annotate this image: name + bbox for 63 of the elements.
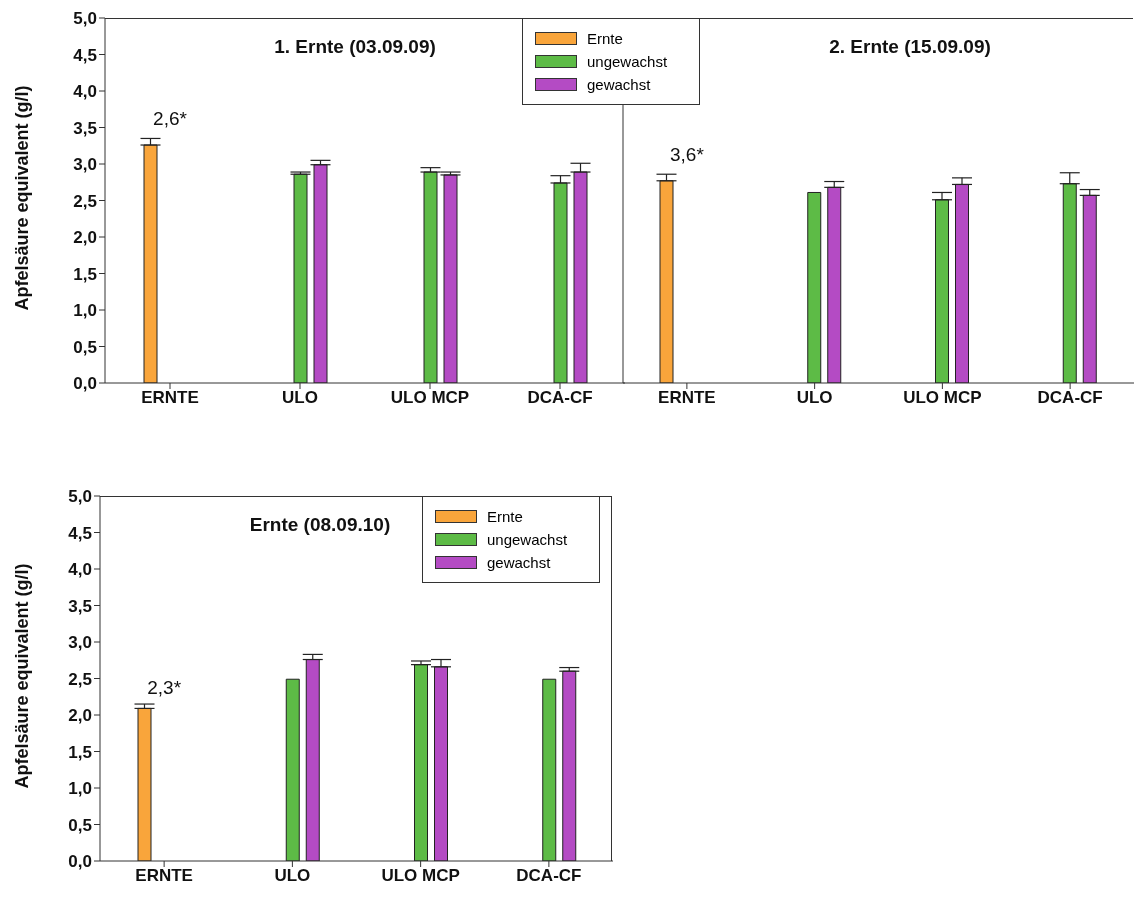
y-tick-label: 0,5 — [73, 337, 97, 357]
bar — [553, 182, 568, 383]
y-tick-label: 2,5 — [68, 669, 92, 689]
bar — [542, 678, 557, 861]
bar — [423, 171, 438, 383]
y-tick-label: 4,0 — [68, 560, 92, 580]
bar — [143, 144, 158, 383]
y-tick-label: 5,0 — [73, 9, 97, 29]
x-tick-label: DCA-CF — [516, 866, 582, 886]
x-tick-label: ULO MCP — [903, 388, 982, 408]
y-tick-label: 2,0 — [68, 706, 92, 726]
y-tick-label: 0,0 — [68, 852, 92, 872]
y-tick-label: 1,0 — [68, 779, 92, 799]
x-tick-label: ERNTE — [658, 388, 716, 408]
y-tick-label: 1,5 — [68, 742, 92, 762]
y-tick-label: 1,0 — [73, 301, 97, 321]
y-tick-label: 1,5 — [73, 264, 97, 284]
y-tick-label: 4,5 — [73, 45, 97, 65]
x-tick-label: DCA-CF — [1037, 388, 1103, 408]
bar — [137, 707, 152, 861]
bar — [313, 164, 328, 383]
bar — [573, 171, 588, 383]
annotation: 2,6* — [153, 108, 188, 130]
y-axis-title: Apfelsäure equivalent (g/l) — [12, 563, 33, 789]
legend-label: Ernte — [487, 508, 523, 525]
x-tick-label: ERNTE — [141, 388, 199, 408]
legend-label: ungewachst — [587, 53, 668, 70]
bar — [293, 173, 308, 383]
bar — [285, 678, 300, 861]
x-tick-label: ULO — [796, 388, 833, 408]
y-tick-label: 3,0 — [73, 155, 97, 175]
legend-label: gewachst — [587, 76, 651, 93]
y-tick-label: 3,5 — [73, 118, 97, 138]
y-tick-label: 4,5 — [68, 523, 92, 543]
annotation: 3,6* — [669, 144, 705, 166]
bar — [1082, 194, 1097, 383]
legend-label: ungewachst — [487, 531, 568, 548]
y-tick-label: 4,0 — [73, 82, 97, 102]
y-tick-label: 5,0 — [68, 487, 92, 507]
y-tick-label: 2,0 — [73, 228, 97, 248]
x-tick-label: ERNTE — [135, 866, 193, 886]
x-tick-label: ULO — [274, 866, 311, 886]
y-tick-label: 3,0 — [68, 633, 92, 653]
x-tick-label: ULO MCP — [381, 866, 460, 886]
x-tick-label: ULO — [282, 388, 318, 408]
y-tick-label: 3,5 — [68, 596, 92, 616]
x-tick-label: ULO MCP — [390, 388, 470, 408]
y-axis-title: Apfelsäure equivalent (g/l) — [12, 85, 33, 311]
x-tick-label: DCA-CF — [527, 388, 593, 408]
y-tick-label: 2,5 — [73, 191, 97, 211]
legend-label: Ernte — [587, 30, 623, 47]
legend-label: gewachst — [487, 554, 551, 571]
text: Ernte (08.09.10) — [248, 514, 392, 536]
bar — [414, 664, 428, 861]
bar — [443, 174, 458, 383]
y-tick-label: 0,5 — [68, 815, 92, 835]
bar — [807, 191, 822, 383]
bar — [827, 186, 842, 383]
y-tick-label: 0,0 — [73, 374, 97, 394]
annotation: 2,3* — [147, 677, 182, 699]
bar — [562, 670, 577, 861]
text: 2. Ernte (15.09.09) — [828, 36, 992, 58]
text: 1. Ernte (03.09.09) — [273, 36, 437, 58]
